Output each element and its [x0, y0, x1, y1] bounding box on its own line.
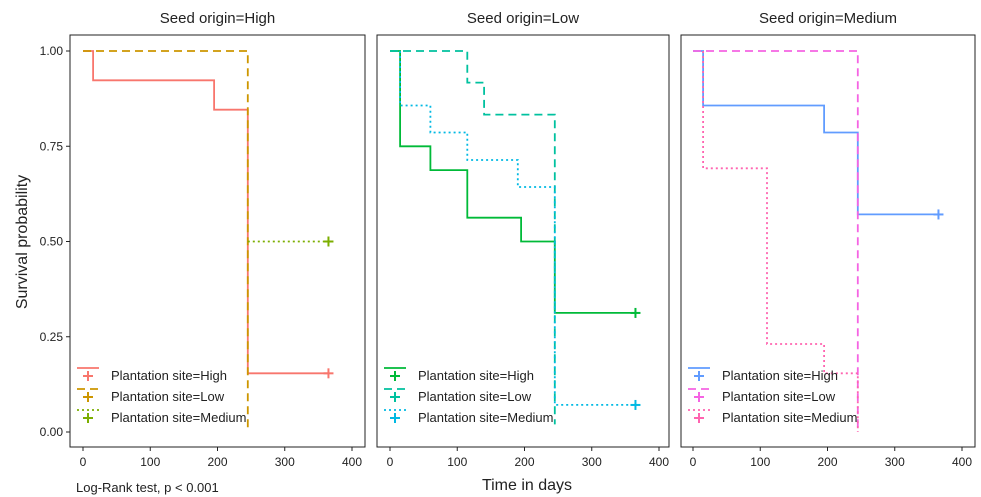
x-tick-label: 300 [885, 455, 905, 469]
legend-label: Plantation site=High [418, 368, 534, 383]
panel-border [69, 34, 366, 448]
panel-2: Seed origin=Low 0 100 200 300 400 Plantation s… [376, 10, 670, 469]
panel-border [680, 34, 976, 448]
legend: Plantation site=High Plantation site=Low P… [688, 367, 858, 425]
series-line-2 [83, 50, 249, 432]
log-rank-footnote: Log-Rank test, p < 0.001 [76, 480, 219, 495]
legend-label: Plantation site=Medium [111, 410, 247, 425]
legend-label: Plantation site=Medium [722, 410, 858, 425]
legend-label: Plantation site=Low [722, 389, 836, 404]
legend-key-3 [384, 409, 406, 423]
x-tick-label: 100 [447, 455, 467, 469]
legend-label: Plantation site=Low [111, 389, 225, 404]
legend-key-2 [77, 388, 99, 402]
x-tick-label: 0 [80, 455, 87, 469]
legend: Plantation site=High Plantation site=Low P… [77, 367, 247, 425]
series-line-1 [83, 50, 329, 375]
y-tick-label: 1.00 [40, 44, 64, 58]
series-line-2 [390, 50, 556, 425]
censor-mark [933, 209, 944, 220]
panel-border [376, 34, 670, 448]
legend-label: Plantation site=High [111, 368, 227, 383]
panel-title: Seed origin=Medium [759, 10, 897, 27]
legend-label: Plantation site=Low [418, 389, 532, 404]
legend-key-1 [384, 367, 406, 381]
legend-key-1 [77, 367, 99, 381]
y-tick-label: 0.00 [40, 425, 64, 439]
x-tick-label: 300 [275, 455, 295, 469]
censor-mark [630, 399, 641, 410]
legend-label: Plantation site=Medium [418, 410, 554, 425]
facet-panels: Seed origin=High 0 100 200 300 400 0.00 0.25 0.5… [40, 10, 976, 469]
y-tick-label: 0.25 [40, 330, 64, 344]
censor-mark [323, 368, 334, 379]
series-line-3 [399, 51, 636, 406]
legend-label: Plantation site=High [722, 368, 838, 383]
censor-mark [630, 307, 641, 318]
x-tick-label: 400 [649, 455, 669, 469]
panel-3: Seed origin=Medium 0 100 200 300 400 Plantatio… [680, 10, 976, 469]
series-line-3 [702, 51, 859, 432]
y-axis-label: Survival probability [14, 175, 31, 309]
y-tick-label: 0.75 [40, 139, 64, 153]
legend-key-3 [688, 409, 710, 423]
panel-title: Seed origin=High [160, 10, 276, 27]
x-tick-label: 0 [387, 455, 394, 469]
panel-title: Seed origin=Low [467, 10, 579, 27]
series-line-1 [693, 50, 939, 216]
panel-1: Seed origin=High 0 100 200 300 400 0.00 0.25 0.5… [40, 10, 366, 469]
x-tick-label: 400 [342, 455, 362, 469]
y-tick-label: 0.50 [40, 235, 64, 249]
x-tick-label: 200 [514, 455, 534, 469]
x-tick-label: 300 [582, 455, 602, 469]
x-tick-label: 100 [140, 455, 160, 469]
series-line-2 [693, 50, 859, 432]
x-axis-label: Time in days [482, 477, 572, 494]
x-tick-label: 200 [817, 455, 837, 469]
x-tick-label: 200 [207, 455, 227, 469]
x-tick-label: 100 [750, 455, 770, 469]
censor-mark [323, 236, 334, 247]
x-tick-label: 400 [952, 455, 972, 469]
legend-key-2 [384, 388, 406, 402]
series-line-1 [390, 50, 636, 314]
x-tick-label: 0 [690, 455, 697, 469]
legend-key-1 [688, 367, 710, 381]
legend: Plantation site=High Plantation site=Low P… [384, 367, 554, 425]
legend-key-3 [77, 409, 99, 423]
legend-key-2 [688, 388, 710, 402]
